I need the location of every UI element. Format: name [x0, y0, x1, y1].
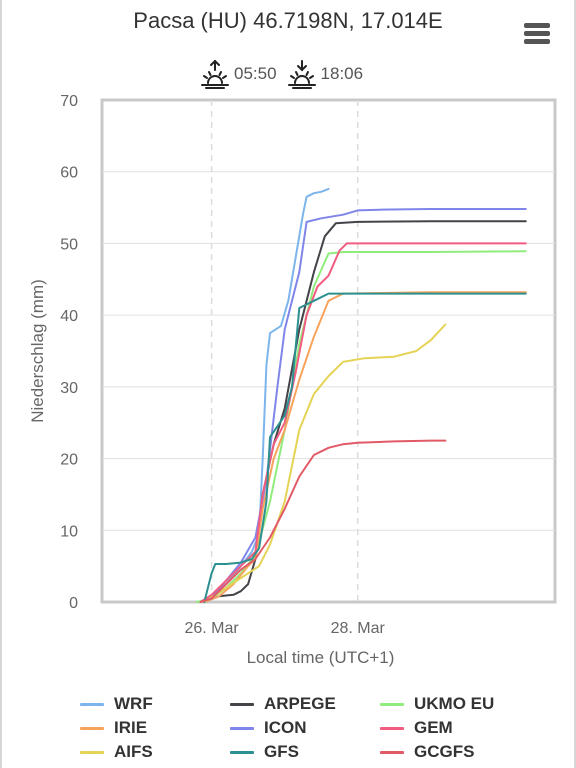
chart-title: Pacsa (HU) 46.7198N, 17.014E [133, 8, 443, 33]
y-tick-label: 30 [60, 380, 78, 397]
x-axis-title: Local time (UTC+1) [247, 648, 395, 667]
series-line-icon [210, 208, 527, 600]
legend-label: GCGFS [414, 742, 475, 761]
series-line-gcgfs [199, 439, 447, 603]
legend-item-irie[interactable]: IRIE [80, 718, 147, 738]
x-tick-label: 26. Mar [184, 620, 239, 637]
y-tick-label: 20 [60, 452, 78, 469]
plot-area [100, 98, 557, 604]
legend-item-arpege[interactable]: ARPEGE [230, 694, 336, 714]
legend-swatch [230, 702, 254, 706]
series-line-gfs [203, 292, 527, 603]
legend-swatch [380, 726, 404, 730]
sunset-time: 18:06 [320, 64, 364, 83]
y-tick-label: 70 [60, 93, 78, 110]
y-axis-title: Niederschlag (mm) [28, 279, 47, 423]
legend-swatch [230, 726, 254, 730]
legend-item-gcgfs[interactable]: GCGFS [380, 742, 474, 762]
y-tick-label: 40 [60, 308, 78, 325]
legend-swatch [230, 750, 254, 754]
y-tick-label: 50 [60, 236, 78, 253]
legend-label: ARPEGE [264, 694, 336, 713]
right-border [574, 0, 576, 768]
legend-swatch [80, 750, 104, 754]
legend-label: WRF [114, 694, 153, 713]
series-line-arpege [203, 220, 527, 603]
legend-swatch [380, 702, 404, 706]
y-tick-label: 60 [60, 165, 78, 182]
legend-label: GEM [414, 718, 453, 737]
left-border [0, 0, 2, 768]
legend-item-aifs[interactable]: AIFS [80, 742, 153, 762]
legend-item-gem[interactable]: GEM [380, 718, 453, 738]
legend-label: IRIE [114, 718, 148, 737]
legend-item-gfs[interactable]: GFS [230, 742, 299, 762]
y-tick-label: 10 [60, 523, 78, 540]
legend-label: AIFS [114, 742, 153, 761]
sunrise-time: 05:50 [234, 64, 277, 83]
hamburger-menu-icon[interactable] [520, 20, 554, 50]
legend-item-wrf[interactable]: WRF [80, 694, 153, 714]
sunrise-icon [201, 59, 229, 89]
legend-swatch [80, 702, 104, 706]
legend-label: ICON [264, 718, 307, 737]
sunset-icon [287, 60, 316, 89]
legend-label: GFS [264, 742, 299, 761]
y-tick-label: 0 [69, 595, 78, 612]
legend-item-icon[interactable]: ICON [230, 718, 307, 738]
precipitation-chart: 0 10 20 30 40 50 60 70 26. Mar 28. Mar Local time … [28, 93, 557, 667]
sun-times: 05:50 18:06 [200, 58, 373, 90]
series-line-aifs [203, 323, 447, 603]
legend-label: UKMO EU [414, 694, 495, 713]
x-tick-label: 28. Mar [331, 620, 386, 637]
legend-item-ukmo-eu[interactable]: UKMO EU [380, 694, 494, 714]
legend-swatch [80, 726, 104, 730]
legend-swatch [380, 750, 404, 754]
